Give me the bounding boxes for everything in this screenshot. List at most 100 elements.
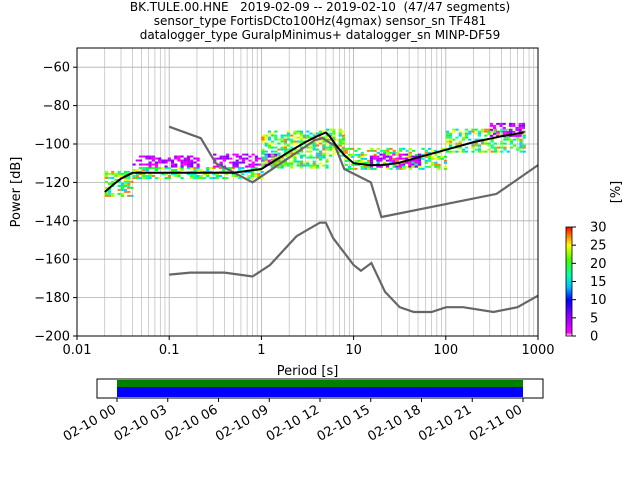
heatmap-cell — [455, 128, 459, 131]
heatmap-cell — [499, 124, 503, 127]
heatmap-cell — [248, 163, 252, 166]
heatmap-cell — [408, 147, 412, 150]
heatmap-cell — [264, 154, 268, 157]
heatmap-cell — [376, 157, 380, 160]
heatmap-cell — [148, 173, 152, 176]
heatmap-cell — [496, 130, 500, 133]
heatmap-cell — [107, 182, 112, 185]
heatmap-cell — [225, 153, 230, 156]
heatmap-cell — [325, 136, 329, 139]
processed-coverage-strip — [117, 387, 523, 397]
heatmap-cell — [386, 153, 390, 156]
heatmap-cell — [445, 132, 449, 135]
heatmap-cell — [347, 153, 352, 156]
heatmap-cell — [521, 124, 525, 127]
heatmap-cell — [490, 146, 494, 149]
heatmap-cell — [123, 178, 128, 181]
heatmap-cell — [518, 122, 522, 125]
heatmap-cell — [379, 153, 383, 156]
heatmap-cell — [312, 166, 316, 169]
heatmap-cell — [235, 163, 239, 166]
heatmap-cell — [270, 155, 274, 158]
heatmap-cell — [107, 172, 112, 175]
heatmap-cell — [424, 149, 428, 152]
heatmap-cell — [427, 147, 432, 150]
heatmap-cell — [274, 162, 278, 165]
heatmap-cell — [332, 128, 336, 131]
heatmap-cell — [107, 192, 112, 195]
heatmap-cell — [427, 151, 432, 154]
heatmap-cell — [487, 144, 491, 147]
heatmap-cell — [369, 159, 374, 162]
heatmap-cell — [325, 164, 329, 167]
heatmap-cell — [299, 134, 303, 137]
heatmap-cell — [296, 160, 300, 163]
heatmap-cell — [332, 148, 336, 151]
heatmap-cell — [254, 155, 258, 158]
heatmap-cell — [484, 128, 488, 131]
heatmap-cell — [296, 136, 300, 139]
heatmap-cell — [481, 142, 485, 145]
heatmap-cell — [180, 163, 184, 166]
heatmap-cell — [401, 157, 406, 160]
heatmap-cell — [142, 177, 146, 180]
heatmap-cell — [196, 167, 200, 170]
time-tick-label: 02-10 06 — [162, 402, 220, 444]
heatmap-cell — [431, 155, 435, 158]
heatmap-cell — [222, 169, 226, 172]
heatmap-cell — [164, 159, 168, 162]
heatmap-cell — [219, 157, 223, 160]
heatmap-cell — [421, 147, 425, 150]
heatmap-cell — [332, 130, 336, 133]
x-tick-label: 10 — [345, 343, 362, 358]
heatmap-cell — [232, 161, 236, 164]
heatmap-cell — [251, 161, 255, 164]
heatmap-cell — [315, 154, 319, 157]
heatmap-cell — [322, 140, 326, 143]
heatmap-cell — [161, 159, 165, 162]
heatmap-cell — [392, 161, 396, 164]
heatmap-cell — [151, 163, 155, 166]
heatmap-cell — [385, 155, 390, 158]
heatmap-cell — [299, 140, 303, 143]
heatmap-cell — [267, 159, 271, 162]
heatmap-cell — [522, 134, 526, 137]
heatmap-cell — [484, 130, 488, 133]
heatmap-cell — [471, 128, 475, 131]
heatmap-cell — [519, 138, 523, 141]
heatmap-cell — [274, 160, 278, 163]
y-tick-label: −140 — [34, 214, 70, 229]
heatmap-cell — [170, 165, 175, 168]
heatmap-cell — [492, 132, 497, 135]
heatmap-cell — [322, 148, 326, 151]
heatmap-cell — [142, 163, 146, 166]
heatmap-cell — [241, 153, 246, 156]
heatmap-cell — [154, 163, 159, 166]
heatmap-cell — [332, 132, 336, 135]
heatmap-cell — [274, 130, 278, 133]
heatmap-cell — [299, 154, 303, 157]
heatmap-cell — [215, 177, 219, 180]
heatmap-cell — [414, 159, 418, 162]
axes-frame — [76, 47, 539, 337]
heatmap-cell — [490, 140, 494, 143]
heatmap-cell — [502, 130, 506, 133]
heatmap-cell — [427, 155, 432, 158]
heatmap-cell — [290, 152, 294, 155]
heatmap-cell — [347, 155, 352, 158]
heatmap-cell — [445, 136, 449, 139]
heatmap-cell — [341, 148, 346, 151]
heatmap-cell — [280, 166, 284, 169]
heatmap-cell — [408, 165, 412, 168]
heatmap-cell — [477, 132, 481, 135]
heatmap-cell — [315, 166, 319, 169]
heatmap-cell — [322, 144, 326, 147]
heatmap-cell — [254, 175, 258, 178]
heatmap-cell — [440, 155, 444, 158]
heatmap-cell — [369, 157, 374, 160]
heatmap-cell — [261, 148, 265, 151]
heatmap-cell — [127, 182, 131, 185]
heatmap-cell — [329, 154, 333, 157]
heatmap-cell — [481, 130, 485, 133]
heatmap-cell — [271, 146, 275, 149]
